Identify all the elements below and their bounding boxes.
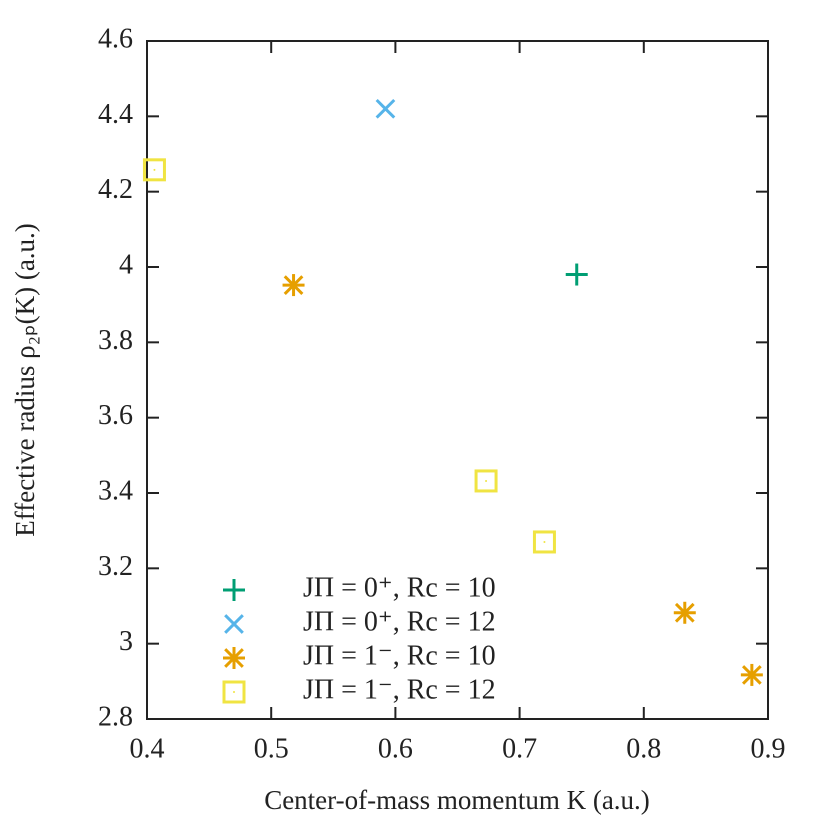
marker-dot xyxy=(153,168,156,171)
y-tick-label: 3.4 xyxy=(98,475,133,506)
marker xyxy=(565,263,588,286)
legend-marker xyxy=(223,579,245,601)
y-tick-label: 4 xyxy=(119,249,133,280)
y-tick-label: 3.6 xyxy=(98,400,133,431)
legend-label: JΠ = 0⁺, Rc = 10 xyxy=(303,572,496,603)
x-axis-title: Center-of-mass momentum K (a.u.) xyxy=(264,785,650,815)
y-tick-label: 2.8 xyxy=(98,701,133,732)
y-tick-label: 3 xyxy=(119,626,133,657)
x-tick-label: 0.6 xyxy=(378,733,413,764)
legend-label: JΠ = 1⁻, Rc = 12 xyxy=(303,674,496,705)
marker xyxy=(282,274,305,297)
legend-marker xyxy=(224,614,244,634)
marker xyxy=(532,530,556,554)
marker-stroke xyxy=(142,158,166,182)
y-tick-label: 4.6 xyxy=(98,23,133,54)
marker-stroke xyxy=(224,614,244,634)
marker-stroke xyxy=(474,469,498,493)
legend-marker xyxy=(223,647,245,669)
marker-stroke xyxy=(222,680,246,704)
legend-label: JΠ = 0⁺, Rc = 12 xyxy=(303,606,496,637)
marker xyxy=(474,469,498,493)
plot-frame xyxy=(146,40,769,720)
y-tick-label: 4.2 xyxy=(98,174,133,205)
x-tick-label: 0.4 xyxy=(130,733,165,764)
y-tick-label: 4.4 xyxy=(98,99,133,130)
marker-stroke xyxy=(674,602,695,623)
x-tick-label: 0.9 xyxy=(751,733,786,764)
marker-dot xyxy=(485,479,488,482)
x-tick-label: 0.7 xyxy=(502,733,537,764)
marker-stroke xyxy=(224,648,244,668)
marker-stroke xyxy=(375,98,396,119)
y-tick-label: 3.2 xyxy=(98,551,133,582)
marker xyxy=(375,98,396,119)
marker xyxy=(142,158,166,182)
marker-stroke xyxy=(532,530,556,554)
marker-dot xyxy=(233,691,235,693)
marker-stroke xyxy=(741,665,762,685)
y-axis-title: Effective radius ρ₂ₚ(K) (a.u.) xyxy=(10,223,40,537)
marker xyxy=(673,601,696,624)
legend-label: JΠ = 1⁻, Rc = 10 xyxy=(303,640,496,671)
marker-stroke xyxy=(283,275,304,295)
legend-marker xyxy=(222,680,246,704)
marker-dot xyxy=(543,540,546,543)
x-tick-label: 0.5 xyxy=(254,733,289,764)
x-tick-label: 0.8 xyxy=(626,733,661,764)
marker xyxy=(740,663,763,686)
y-tick-label: 3.8 xyxy=(98,325,133,356)
